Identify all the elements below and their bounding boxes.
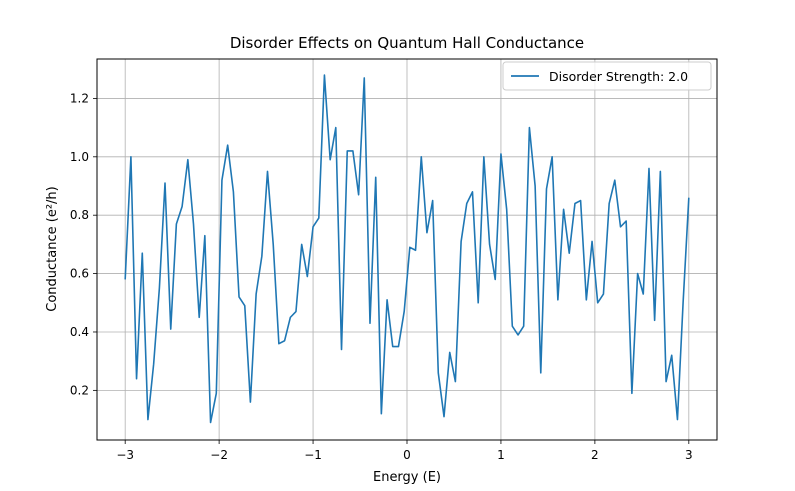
x-tick-label: 3 [685, 448, 693, 462]
x-tick-label: 2 [591, 448, 599, 462]
x-tick-label: −2 [210, 448, 228, 462]
x-tick-label: 1 [497, 448, 505, 462]
y-tick-label: 0.2 [70, 383, 89, 397]
legend-label: Disorder Strength: 2.0 [549, 69, 688, 84]
y-tick-label: 0.6 [70, 267, 89, 281]
chart-title: Disorder Effects on Quantum Hall Conduct… [230, 34, 584, 52]
y-tick-label: 1.0 [70, 150, 89, 164]
x-axis: −3 −2 −1 0 1 2 3 [116, 440, 693, 462]
y-axis: 0.2 0.4 0.6 0.8 1.0 1.2 [70, 91, 97, 397]
x-tick-label: −1 [304, 448, 322, 462]
y-tick-label: 0.4 [70, 325, 89, 339]
x-axis-title: Energy (E) [373, 470, 441, 485]
y-axis-title: Conductance (e²/h) [45, 186, 60, 311]
legend: Disorder Strength: 2.0 [502, 61, 712, 91]
x-tick-label: 0 [403, 448, 411, 462]
legend-box [502, 61, 712, 91]
y-tick-label: 1.2 [70, 91, 89, 105]
data-series [124, 74, 690, 424]
series-line [124, 74, 690, 424]
y-tick-label: 0.8 [70, 208, 89, 222]
x-tick-label: −3 [116, 448, 134, 462]
